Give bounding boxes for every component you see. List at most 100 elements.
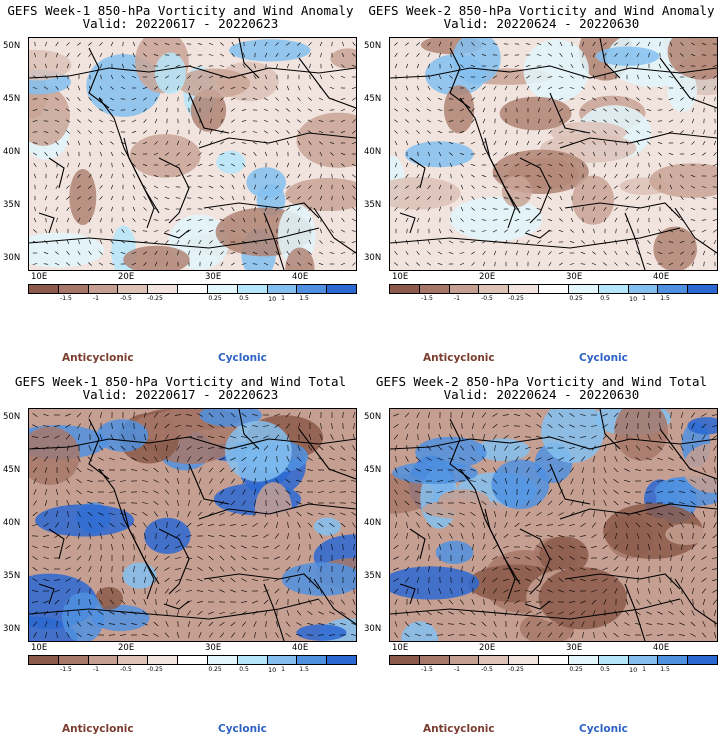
wind-vector xyxy=(78,521,80,529)
wind-vector xyxy=(197,197,203,199)
wind-vector xyxy=(209,96,213,102)
wind-vector xyxy=(450,173,452,179)
wind-vector xyxy=(297,130,301,134)
wind-vector xyxy=(230,512,236,516)
wind-vector xyxy=(318,445,324,451)
wind-vector xyxy=(636,196,640,200)
wind-vector xyxy=(516,250,518,256)
wind-vector xyxy=(209,632,213,638)
wind-vector xyxy=(252,263,258,265)
wind-vector xyxy=(276,162,278,168)
colorbar-label: -0.5 xyxy=(120,295,132,302)
wind-vector xyxy=(614,130,618,134)
wind-vector xyxy=(120,252,126,254)
wind-vector xyxy=(341,533,345,539)
wind-vector xyxy=(449,162,453,168)
wind-vector xyxy=(174,568,182,570)
wind-vector xyxy=(547,412,553,418)
wind-vector xyxy=(67,151,69,157)
wind-vector xyxy=(297,85,301,91)
wind-vector xyxy=(701,208,707,210)
panel-title: GEFS Week-1 850-hPa Vorticity and Wind A… xyxy=(7,3,354,18)
colorbar-label: 1.5 xyxy=(660,295,670,302)
wind-vector xyxy=(492,43,498,45)
wind-vector xyxy=(208,196,214,200)
wind-vector xyxy=(636,141,640,145)
wind-vector xyxy=(109,599,115,605)
wind-vector xyxy=(702,511,706,517)
colorbar-label: -1 xyxy=(454,666,460,673)
colorbar-label: -0.25 xyxy=(147,666,163,673)
wind-vector xyxy=(714,510,716,518)
wind-vector xyxy=(569,413,575,417)
colorbar-label: 0.5 xyxy=(600,295,610,302)
wind-vector xyxy=(208,512,214,516)
wind-vector xyxy=(690,501,696,505)
wind-vector xyxy=(470,634,476,636)
wind-vector xyxy=(186,175,192,177)
wind-vector xyxy=(690,42,696,46)
wind-vector xyxy=(526,240,530,244)
wind-vector xyxy=(547,589,553,593)
wind-vector xyxy=(701,588,707,594)
wind-vector xyxy=(405,610,409,616)
wind-vector xyxy=(668,262,674,266)
wind-vector xyxy=(243,52,245,58)
wind-vector xyxy=(32,131,38,133)
wind-vector xyxy=(88,217,92,223)
wind-vector xyxy=(120,457,126,461)
wind-vector xyxy=(297,412,301,418)
wind-vector xyxy=(405,511,409,517)
wind-vector xyxy=(241,590,247,592)
wind-vector xyxy=(569,467,575,473)
wind-vector xyxy=(121,63,125,69)
wind-vector xyxy=(241,611,247,615)
wind-vector xyxy=(637,162,639,168)
wind-vector xyxy=(197,229,203,233)
wind-vector xyxy=(77,250,81,256)
wind-vector xyxy=(558,76,564,78)
wind-vector xyxy=(701,186,707,188)
wind-vector xyxy=(32,545,38,549)
wind-vector xyxy=(460,533,464,539)
wind-vector xyxy=(208,467,214,473)
wind-vector xyxy=(437,599,443,605)
wind-vector xyxy=(32,566,38,572)
wind-vector xyxy=(252,579,258,581)
wind-vector xyxy=(219,577,225,583)
wind-vector xyxy=(604,63,606,69)
wind-vector xyxy=(405,588,409,594)
wind-vector xyxy=(110,434,114,440)
colorbar xyxy=(28,284,357,294)
wind-vector xyxy=(253,621,257,627)
wind-vector xyxy=(558,87,564,89)
colorbar-swatch xyxy=(267,656,298,664)
wind-vector xyxy=(593,74,595,80)
wind-vector xyxy=(646,457,652,461)
wind-vector xyxy=(669,434,673,440)
wind-vector xyxy=(603,85,607,91)
wind-vector xyxy=(100,554,102,562)
wind-vector xyxy=(65,578,71,582)
wind-vector xyxy=(33,229,37,233)
wind-vector xyxy=(481,500,487,506)
wind-vector xyxy=(164,197,170,199)
wind-vector xyxy=(120,611,126,615)
wind-vector xyxy=(394,140,398,146)
wind-vector xyxy=(340,457,346,461)
wind-vector xyxy=(461,411,463,419)
wind-vector xyxy=(571,52,573,58)
colorbar-swatch xyxy=(628,656,659,664)
wind-vector xyxy=(526,152,530,156)
wind-vector xyxy=(449,434,453,440)
wind-vector xyxy=(459,119,465,123)
wind-vector xyxy=(220,107,224,113)
wind-vector xyxy=(329,522,335,528)
wind-vector xyxy=(320,544,322,550)
wind-vector xyxy=(43,251,49,255)
wind-vector xyxy=(525,446,531,450)
wind-vector xyxy=(613,490,619,494)
wind-vector xyxy=(263,130,269,134)
wind-vector xyxy=(394,173,398,179)
wind-vector xyxy=(99,130,103,134)
